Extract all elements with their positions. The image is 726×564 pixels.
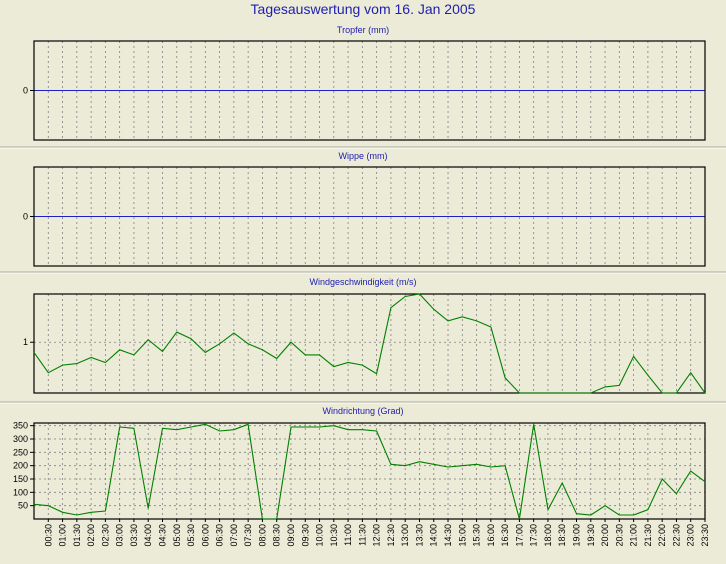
plot-frame: [33, 166, 706, 267]
x-tick-label: 22:30: [671, 524, 681, 547]
panel-title: Windrichtung (Grad): [322, 406, 403, 416]
x-tick-label: 21:00: [629, 524, 639, 547]
x-tick-label: 19:00: [572, 524, 582, 547]
x-tick-label: 08:30: [272, 524, 282, 547]
x-tick-label: 02:30: [100, 524, 110, 547]
x-tick-label: 21:30: [643, 524, 653, 547]
x-tick-label: 05:00: [172, 524, 182, 547]
x-tick-label: 14:30: [443, 524, 453, 547]
chart-panel-2: Wippe (mm) 0: [23, 151, 706, 267]
y-tick-label: 200: [13, 461, 28, 471]
y-tick-label: 100: [13, 487, 28, 497]
x-tick-label: 17:30: [529, 524, 539, 547]
x-tick-label: 07:00: [229, 524, 239, 547]
chart-panel-3: Windgeschwindigkeit (m/s) 1: [23, 277, 706, 394]
x-tick-label: 14:00: [429, 524, 439, 547]
chart-panel-1: Tropfer (mm) 0: [23, 25, 706, 141]
y-tick-label: 0: [23, 212, 28, 222]
x-tick-label: 10:30: [329, 524, 339, 547]
x-tick-label: 04:00: [143, 524, 153, 547]
y-tick-label: 50: [18, 501, 28, 511]
page-title: Tagesauswertung vom 16. Jan 2005: [250, 1, 476, 17]
x-tick-label: 15:30: [472, 524, 482, 547]
x-tick-label: 00:30: [43, 524, 53, 547]
y-tick-label: 150: [13, 474, 28, 484]
x-tick-label: 01:30: [72, 524, 82, 547]
x-tick-label: 06:30: [215, 524, 225, 547]
y-tick-label: 300: [13, 434, 28, 444]
panel-title: Wippe (mm): [339, 151, 388, 161]
x-tick-label: 11:00: [343, 524, 353, 546]
chart-panel-4: Windrichtung (Grad) 50 100 150 200 250 300 350: [13, 406, 706, 520]
x-tick-label: 04:30: [157, 524, 167, 547]
x-tick-label: 18:00: [543, 524, 553, 547]
y-tick-label: 0: [23, 86, 28, 96]
x-tick-label: 10:00: [315, 524, 325, 547]
y-tick-label: 250: [13, 447, 28, 457]
x-tick-label: 23:00: [686, 524, 696, 547]
series-line: [33, 293, 706, 394]
x-tick-label: 19:30: [586, 524, 596, 547]
x-tick-label: 12:00: [372, 524, 382, 547]
x-tick-label: 20:00: [600, 524, 610, 547]
x-tick-label: 11:30: [357, 524, 367, 546]
plot-frame: [33, 293, 706, 394]
x-tick-label: 22:00: [657, 524, 667, 547]
x-tick-label: 05:30: [186, 524, 196, 547]
x-tick-label: 15:00: [457, 524, 467, 547]
x-tick-label: 17:00: [514, 524, 524, 547]
x-tick-label: 03:30: [129, 524, 139, 547]
panel-title: Windgeschwindigkeit (m/s): [309, 277, 416, 287]
x-tick-label: 07:30: [243, 524, 253, 547]
x-tick-label: 16:00: [486, 524, 496, 547]
series-line: [33, 423, 706, 520]
x-tick-label: 13:30: [414, 524, 424, 547]
x-tick-label: 13:00: [400, 524, 410, 547]
x-tick-label: 01:00: [58, 524, 68, 547]
panel-title: Tropfer (mm): [337, 25, 389, 35]
x-tick-label: 06:00: [200, 524, 210, 547]
x-tick-label: 09:30: [300, 524, 310, 547]
x-tick-label: 08:00: [257, 524, 267, 547]
x-tick-label: 09:00: [286, 524, 296, 547]
plot-frame: [33, 422, 706, 520]
x-tick-label: 03:00: [115, 524, 125, 547]
x-tick-label: 18:30: [557, 524, 567, 547]
x-tick-label: 23:30: [700, 524, 710, 547]
y-tick-label: 1: [23, 337, 28, 347]
plot-frame: [33, 40, 706, 141]
x-tick-label: 20:30: [614, 524, 624, 547]
x-tick-label: 12:30: [386, 524, 396, 547]
y-tick-label: 350: [13, 421, 28, 431]
x-tick-label: 02:00: [86, 524, 96, 547]
x-tick-label: 16:30: [500, 524, 510, 547]
